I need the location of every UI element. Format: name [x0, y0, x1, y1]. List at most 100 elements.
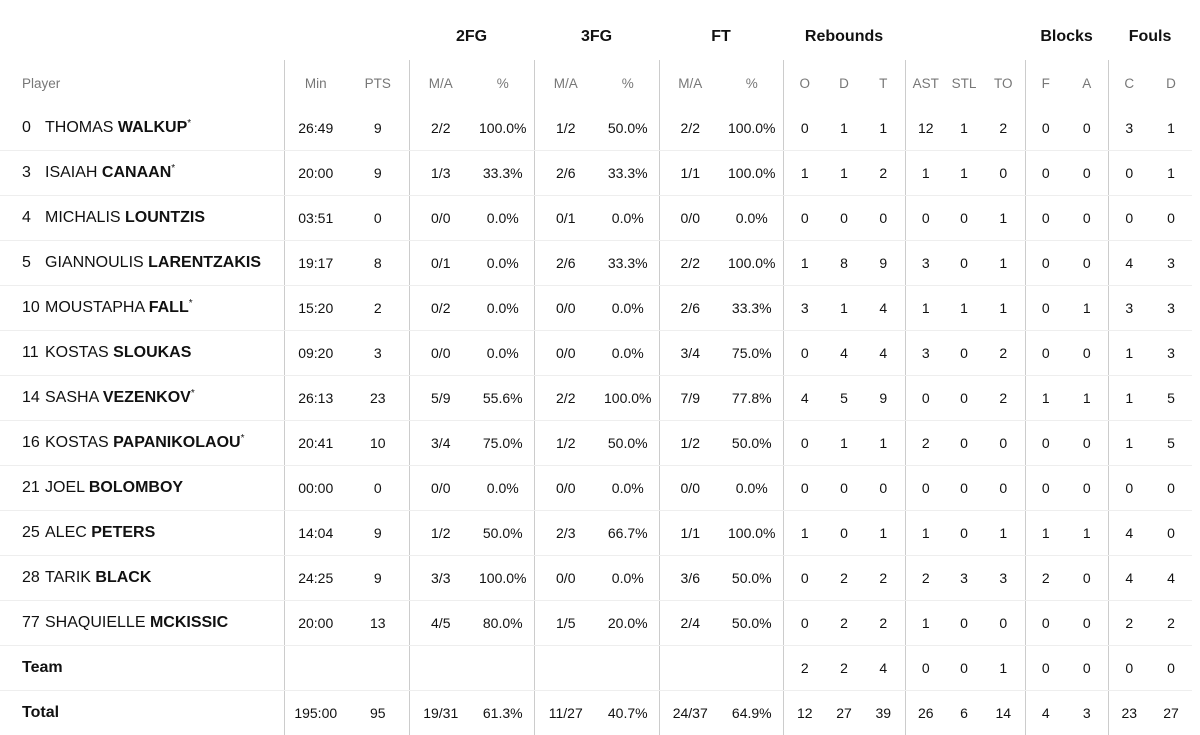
cell-ast: 0 — [905, 646, 946, 691]
cell-fouls-c: 1 — [1108, 421, 1150, 466]
cell-blk-a: 3 — [1066, 691, 1108, 735]
player-last-name[interactable]: VEZENKOV — [103, 389, 191, 406]
cell-fouls-c: 2 — [1108, 601, 1150, 646]
player-cell[interactable]: 77 SHAQUIELLE MCKISSIC — [0, 601, 284, 646]
cell-ft-ma: 2/2 — [659, 106, 721, 151]
player-last-name[interactable]: BOLOMBOY — [89, 479, 183, 496]
group-3fg: 3FG — [534, 14, 659, 60]
cell-to: 1 — [982, 286, 1025, 331]
cell-fouls-c: 0 — [1108, 196, 1150, 241]
cell-fouls-d: 5 — [1150, 421, 1192, 466]
header-2fg-pct[interactable]: % — [472, 60, 534, 106]
player-first-name[interactable]: TARIK — [45, 569, 91, 586]
header-stl[interactable]: STL — [946, 60, 982, 106]
player-last-name[interactable]: LOUNTZIS — [125, 209, 205, 226]
cell-blk-a: 1 — [1066, 376, 1108, 421]
cell-stl: 1 — [946, 286, 982, 331]
cell-fouls-d: 0 — [1150, 646, 1192, 691]
cell-3fg-pct: 0.0% — [597, 286, 659, 331]
player-last-name[interactable]: MCKISSIC — [150, 614, 228, 631]
jersey-number: 77 — [22, 614, 40, 632]
cell-blk-f: 0 — [1025, 466, 1066, 511]
header-fouls-d[interactable]: D — [1150, 60, 1192, 106]
player-last-name[interactable]: BLACK — [95, 569, 151, 586]
header-3fg-ma[interactable]: M/A — [534, 60, 597, 106]
player-first-name[interactable]: GIANNOULIS — [45, 254, 144, 271]
player-last-name[interactable]: FALL — [149, 299, 189, 316]
cell-ft-pct: 50.0% — [721, 601, 783, 646]
player-first-name[interactable]: MOUSTAPHA — [45, 299, 144, 316]
player-last-name[interactable]: CANAAN — [102, 164, 171, 181]
cell-blk-a: 0 — [1066, 601, 1108, 646]
player-last-name[interactable]: LARENTZAKIS — [148, 254, 261, 271]
cell-reb-t: 1 — [862, 106, 905, 151]
cell-to: 1 — [982, 241, 1025, 286]
player-first-name[interactable]: KOSTAS — [45, 434, 109, 451]
cell-3fg-pct: 40.7% — [597, 691, 659, 735]
player-first-name[interactable]: SASHA — [45, 389, 98, 406]
cell-to: 1 — [982, 511, 1025, 556]
header-pts[interactable]: PTS — [347, 60, 409, 106]
player-first-name[interactable]: SHAQUIELLE — [45, 614, 145, 631]
player-last-name[interactable]: SLOUKAS — [113, 344, 191, 361]
cell-2fg-pct: 75.0% — [472, 421, 534, 466]
cell-2fg-ma: 1/2 — [409, 511, 472, 556]
cell-min: 20:41 — [284, 421, 347, 466]
header-reb-o[interactable]: O — [783, 60, 826, 106]
header-ast[interactable]: AST — [905, 60, 946, 106]
header-3fg-pct[interactable]: % — [597, 60, 659, 106]
player-cell[interactable]: 16 KOSTAS PAPANIKOLAOU* — [0, 421, 284, 466]
player-last-name[interactable]: PAPANIKOLAOU — [113, 434, 240, 451]
cell-ast: 2 — [905, 421, 946, 466]
cell-pts: 10 — [347, 421, 409, 466]
cell-3fg-ma: 0/0 — [534, 466, 597, 511]
cell-fouls-d: 0 — [1150, 196, 1192, 241]
cell-2fg-ma: 0/0 — [409, 196, 472, 241]
header-reb-d[interactable]: D — [826, 60, 862, 106]
cell-stl: 0 — [946, 601, 982, 646]
cell-min — [284, 646, 347, 691]
player-first-name[interactable]: KOSTAS — [45, 344, 109, 361]
player-first-name[interactable]: ALEC — [45, 524, 87, 541]
player-first-name[interactable]: ISAIAH — [45, 164, 97, 181]
header-reb-t[interactable]: T — [862, 60, 905, 106]
header-min[interactable]: Min — [284, 60, 347, 106]
header-fouls-c[interactable]: C — [1108, 60, 1150, 106]
cell-stl: 0 — [946, 241, 982, 286]
cell-reb-t: 1 — [862, 421, 905, 466]
player-first-name[interactable]: THOMAS — [45, 119, 113, 136]
cell-2fg-pct: 0.0% — [472, 241, 534, 286]
cell-ast: 1 — [905, 601, 946, 646]
player-last-name[interactable]: PETERS — [91, 524, 155, 541]
cell-blk-a: 1 — [1066, 286, 1108, 331]
cell-ast: 3 — [905, 241, 946, 286]
starter-marker: * — [241, 433, 245, 444]
player-first-name[interactable]: JOEL — [45, 479, 84, 496]
header-blk-f[interactable]: F — [1025, 60, 1066, 106]
header-ft-pct[interactable]: % — [721, 60, 783, 106]
player-first-name[interactable]: MICHALIS — [45, 209, 121, 226]
header-2fg-ma[interactable]: M/A — [409, 60, 472, 106]
jersey-number: 14 — [22, 389, 40, 407]
header-blk-a[interactable]: A — [1066, 60, 1108, 106]
jersey-number: 16 — [22, 434, 40, 452]
header-to[interactable]: TO — [982, 60, 1025, 106]
cell-3fg-ma: 2/6 — [534, 241, 597, 286]
cell-min: 26:13 — [284, 376, 347, 421]
header-player[interactable]: Player — [0, 60, 284, 106]
cell-3fg-ma: 2/2 — [534, 376, 597, 421]
header-ft-ma[interactable]: M/A — [659, 60, 721, 106]
cell-3fg-pct — [597, 646, 659, 691]
player-last-name[interactable]: WALKUP — [118, 119, 187, 136]
